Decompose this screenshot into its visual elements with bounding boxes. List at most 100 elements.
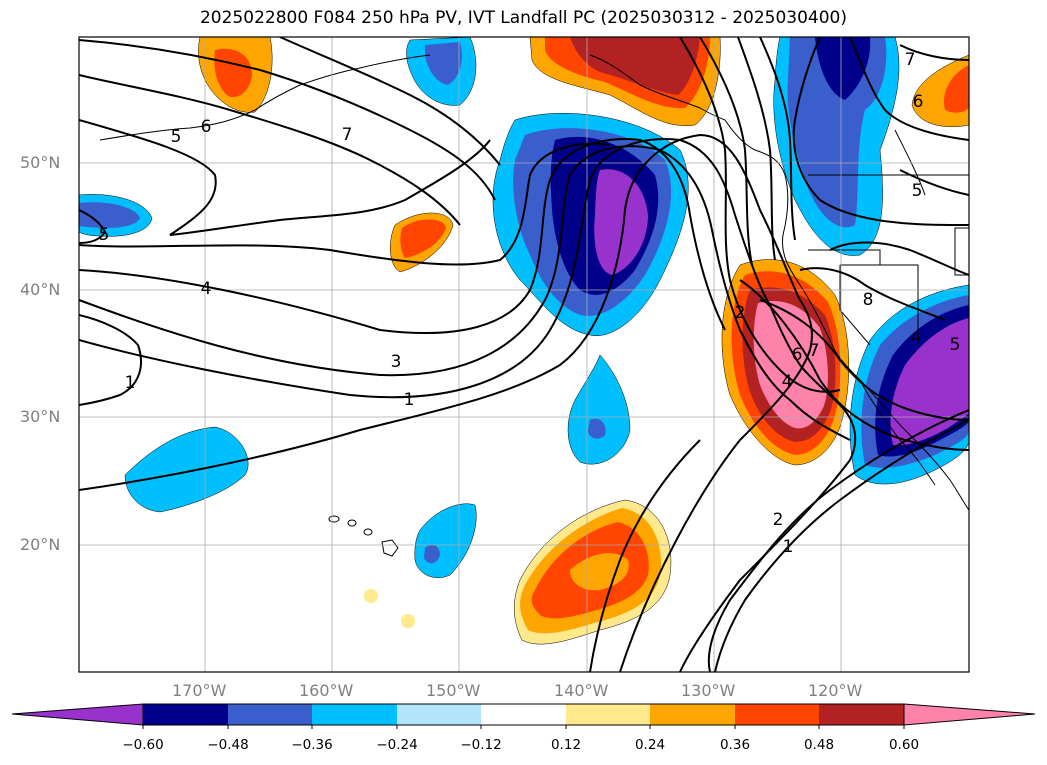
positive-pc-region [570,37,700,95]
positive-pc-region [401,614,415,628]
coastline-layer [99,54,969,511]
us-state-border [954,227,969,276]
pv-contour-line [707,409,969,672]
pv-contour-line [589,439,701,672]
pv-contour-line [759,37,796,241]
colorbar-segment [397,704,481,725]
pv-contour-line [79,39,496,201]
latitude-label: 20°N [20,535,61,554]
pv-contour-line [79,142,611,266]
positive-pc-region [944,65,969,113]
hawaii-island [381,539,399,557]
hawaii-islands [328,515,399,557]
pv-contour-line [737,37,776,261]
pv-contour-line [79,119,491,236]
colorbar-tick-label: −0.36 [291,737,333,753]
longitude-label: 130°W [681,681,736,700]
north-america-coastline [724,119,969,511]
contour-label: 5 [99,225,110,245]
colorbar [11,703,1036,729]
longitude-label: 160°W [299,681,354,700]
colorbar-tick-label: 0.24 [634,737,666,753]
colorbar-segment [228,704,312,725]
pv-contour-line [899,169,969,196]
negative-pc-region [79,202,140,228]
negative-pc-region [567,354,631,465]
colorbar-tick-label: −0.48 [207,737,249,753]
pv-contour-line [279,37,501,166]
pv-contour-line [714,419,969,672]
negative-pc-region [787,37,887,228]
contour-label: 4 [201,279,212,299]
pv-contour-line [899,44,969,61]
hawaii-island [347,519,357,527]
colorbar-tick-label: 0.60 [888,737,920,753]
figure-title: 2025022800 F084 250 hPa PV, IVT Landfall… [199,8,847,28]
negative-pc-region [425,42,462,85]
contour-label: 7 [905,50,916,70]
negative-pc-region [594,169,648,275]
contour-label: 6 [913,92,924,112]
baja-coastline [859,379,936,486]
colorbar-tick-label: 0.48 [803,737,835,753]
pv-contour-line [79,138,726,335]
us-state-border [840,264,919,330]
ca-nv-border [839,265,871,346]
alaska-panhandle-coastline [589,54,726,121]
colorbar-frame [142,703,905,726]
colorbar-tick-label: −0.24 [376,737,418,753]
colorbar-min-extension [11,703,144,726]
latitude-label: 30°N [20,407,61,426]
contour-label: 7 [809,341,820,361]
colorbar-segment [735,704,819,725]
colorbar-tick-label: 0.12 [550,737,582,753]
canada-province-border [894,129,926,196]
pv-contour-line [79,314,142,406]
contour-label: 8 [863,290,874,310]
contour-label-layer: 5 6 7 4 3 1 5 1 2 7 6 4 8 6 5 7 2 1 5 4 [99,50,961,557]
contour-label: 4 [782,372,793,392]
longitude-label: 170°W [172,681,227,700]
positive-pc-region [400,219,446,258]
negative-pc-region [124,426,249,513]
contour-label: 6 [201,117,212,137]
longitude-label: 140°W [554,681,609,700]
aleutian-coastline [99,54,431,141]
pc-shading-layer [79,37,969,645]
pv-contour-line [739,279,969,451]
pv-contours [79,37,969,672]
pv-contour-line [799,267,946,321]
contour-label: 1 [783,537,794,557]
colorbar-segment [566,704,650,725]
negative-pc-region [890,318,969,446]
pv-contour-line [79,133,813,672]
pv-contour-line [79,74,461,226]
colorbar-segment [819,704,904,725]
negative-pc-region [588,418,606,439]
pv-contour-line [79,138,857,672]
contour-label: 3 [391,352,402,372]
contour-label: 6 [792,345,803,365]
colorbar-segment [143,704,228,725]
pv-contour-line [792,37,969,227]
pv-contour-line [79,145,851,441]
contour-label: 1 [404,390,415,410]
pv-contour-line [759,299,969,421]
longitude-label: 120°W [808,681,863,700]
contour-label: 5 [950,335,961,355]
hawaii-island [328,515,340,523]
colorbar-tick-label: −0.60 [122,737,164,753]
contour-label: 2 [773,510,784,530]
colorbar-segment [650,704,735,725]
colorbar-tick-label: −0.12 [460,737,502,753]
contour-label: 2 [735,303,746,323]
pv-contour-line [79,209,107,244]
contour-label: 1 [125,373,136,393]
contour-label: 5 [171,127,182,147]
latitude-label: 40°N [20,280,61,299]
pv-contour-line [829,241,969,276]
longitude-label: 150°W [426,681,481,700]
positive-pc-region [364,589,378,603]
colorbar-tick-label: 0.36 [719,737,751,753]
